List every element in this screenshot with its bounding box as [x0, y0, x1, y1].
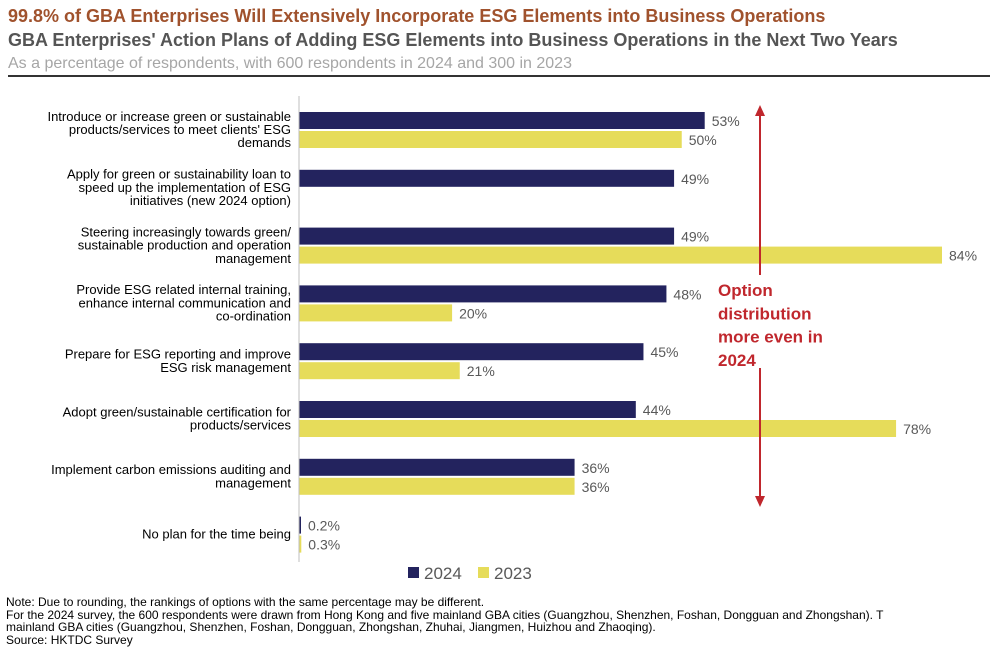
bar-2024: [299, 169, 675, 187]
category-label: Steering increasingly towards green/sust…: [78, 224, 292, 265]
category-label: Provide ESG related internal training, en…: [76, 282, 291, 323]
data-label-2023: 21%: [467, 363, 495, 379]
bar-2024: [299, 285, 667, 303]
bar-2024: [299, 458, 575, 476]
category-label-line: initiatives (new 2024 option): [130, 193, 291, 208]
note-line: Note: Due to rounding, the rankings of o…: [6, 595, 485, 609]
category-label: Prepare for ESG reporting and improve ESG…: [65, 347, 292, 375]
category-label-line: demands: [238, 135, 292, 150]
category-label-line: Apply for green or sustainability loan t…: [67, 167, 291, 182]
bar-2023: [299, 420, 897, 437]
annotation-text: distribution: [718, 304, 811, 323]
category-label: Adopt green/sustainable certification fo…: [63, 404, 292, 432]
legend-swatch-2024: [408, 567, 419, 578]
data-label-2023: 36%: [582, 479, 610, 495]
bar-2023: [299, 131, 682, 148]
data-label-2024: 53%: [712, 113, 740, 129]
legend-swatch-2023: [478, 567, 489, 578]
bar-2024: [299, 112, 705, 129]
note-line: mainland GBA cities (Guangzhou, Shenzhen…: [6, 620, 656, 635]
bar-2023: [299, 477, 575, 495]
annotation-arrowhead-down: [755, 496, 765, 507]
data-label-2023: 0.3%: [308, 537, 340, 553]
data-label-2024: 45%: [650, 344, 678, 360]
annotation-text: more even in: [718, 328, 823, 347]
bar-2024: [299, 401, 636, 418]
category-label-line: enhance internal communication and: [79, 295, 291, 310]
bar-2024: [299, 516, 301, 534]
source-line: Source: HKTDC Survey: [6, 632, 133, 647]
category-label-line: sustainable production and operation: [78, 238, 291, 253]
data-label-2024: 49%: [681, 171, 709, 187]
bar-2023: [299, 362, 460, 380]
category-label-line: products/services to meet clients' ESG: [69, 122, 291, 137]
category-label-line: Introduce or increase green or sustainab…: [47, 109, 291, 124]
chart-subtitle: GBA Enterprises' Action Plans of Adding …: [8, 30, 898, 50]
legend-label-2023: 2023: [494, 564, 532, 583]
bar-2023: [299, 246, 942, 264]
bar-2024: [299, 343, 644, 361]
annotation-background: [712, 276, 842, 368]
category-label-line: products/services: [190, 418, 292, 433]
annotation-arrowhead-up: [755, 105, 765, 116]
category-label-line: Implement carbon emissions auditing and: [51, 462, 291, 477]
category-label-line: management: [215, 251, 291, 266]
category-label: Implement carbon emissions auditing and m…: [51, 462, 291, 490]
category-label-line: management: [215, 475, 291, 490]
bar-2023: [299, 304, 453, 322]
data-label-2024: 36%: [582, 460, 610, 476]
category-label: Apply for green or sustainability loan t…: [67, 167, 291, 208]
bar-2024: [299, 227, 675, 245]
category-label-line: No plan for the time being: [142, 527, 291, 542]
category-label-line: ESG risk management: [160, 360, 291, 375]
data-label-2024: 0.2%: [308, 518, 340, 534]
data-label-2024: 44%: [643, 402, 671, 418]
category-label-line: Adopt green/sustainable certification fo…: [63, 404, 292, 419]
category-label: Introduce or increase green or sustainab…: [47, 109, 291, 150]
annotation-text: Option: [718, 281, 773, 300]
data-label-2023: 20%: [459, 305, 487, 321]
annotation-text: 2024: [718, 351, 756, 370]
data-label-2024: 48%: [673, 286, 701, 302]
category-label-line: Prepare for ESG reporting and improve: [65, 347, 291, 362]
bar-2023: [299, 535, 302, 553]
note-line: For the 2024 survey, the 600 respondents…: [6, 607, 884, 622]
category-label-line: Steering increasingly towards green/: [81, 224, 292, 239]
category-label-line: co-ordination: [216, 309, 291, 324]
data-label-2024: 49%: [681, 229, 709, 245]
category-label: No plan for the time being: [142, 527, 291, 542]
legend-label-2024: 2024: [424, 564, 462, 583]
category-label-line: speed up the implementation of ESG: [79, 180, 291, 195]
bar-chart: 53% 50% Introduce or increase green or sus…: [47, 96, 977, 583]
category-label-line: Provide ESG related internal training,: [76, 282, 291, 297]
chart-description: As a percentage of respondents, with 600…: [8, 55, 572, 72]
data-label-2023: 50%: [689, 132, 717, 148]
footnotes: Note: Due to rounding, the rankings of o…: [6, 596, 883, 646]
data-label-2023: 78%: [903, 421, 931, 437]
chart-title: 99.8% of GBA Enterprises Will Extensivel…: [8, 6, 826, 26]
title-divider: [8, 75, 990, 77]
data-label-2023: 84%: [949, 248, 977, 264]
